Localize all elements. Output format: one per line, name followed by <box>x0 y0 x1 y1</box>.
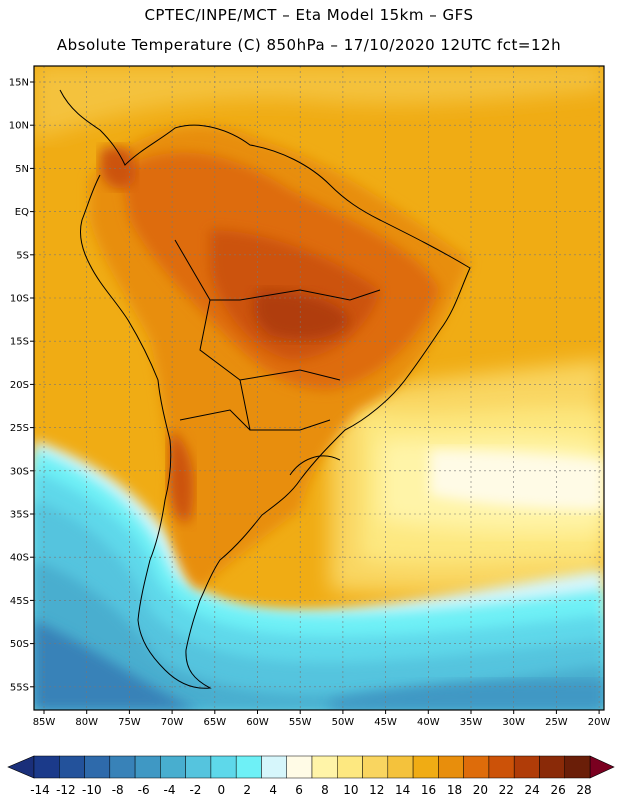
colorbar-labels: -14 -12 -10 -8 -6 -4 -2 0 2 4 6 8 10 12 14 16 18 20 22 24 26… <box>30 783 591 797</box>
colorbar-swatch <box>286 755 313 779</box>
colorbar-swatch <box>210 755 237 779</box>
lat-label: 35S <box>10 510 29 521</box>
lon-label: 40W <box>417 717 440 728</box>
coastlines <box>59 89 471 689</box>
colorbar-swatch <box>311 755 338 779</box>
lat-label: 45S <box>10 596 29 607</box>
lat-label: 55S <box>10 682 29 693</box>
colorbar-label: -10 <box>82 783 102 797</box>
colorbar-label: 16 <box>421 783 436 797</box>
lon-label: 80W <box>75 717 98 728</box>
colorbar-swatch <box>33 755 60 779</box>
longitude-axis: 85W 80W 75W 70W 65W 60W 55W 50W 45W 40W 35W 30W 25W 2… <box>33 710 611 728</box>
lon-label: 45W <box>374 717 397 728</box>
lon-label: 30W <box>502 717 525 728</box>
colorbar-label: -6 <box>138 783 150 797</box>
colorbar-swatch <box>564 755 591 779</box>
colorbar-swatch <box>387 755 414 779</box>
lon-label: 55W <box>289 717 312 728</box>
colorbar-label: 4 <box>269 783 277 797</box>
colorbar-swatch <box>235 755 262 779</box>
colorbar-swatch <box>84 755 111 779</box>
colorbar-label: 20 <box>473 783 488 797</box>
lat-label: 10S <box>10 294 29 305</box>
lon-label: 25W <box>545 717 568 728</box>
lon-label: 60W <box>246 717 269 728</box>
lon-label: 85W <box>33 717 56 728</box>
lat-label: 5N <box>15 164 29 175</box>
graticule <box>34 66 604 710</box>
colorbar-swatch <box>261 755 287 779</box>
colorbar-label: 28 <box>576 783 591 797</box>
colorbar-label: 2 <box>243 783 251 797</box>
lat-label: 15S <box>10 337 29 348</box>
lon-label: 75W <box>118 717 141 728</box>
lon-label: 65W <box>203 717 226 728</box>
colorbar-swatch <box>59 755 85 779</box>
lon-label: 70W <box>161 717 184 728</box>
colorbar-swatch <box>134 755 161 779</box>
colorbar-label: -12 <box>56 783 76 797</box>
colorbar-label: -2 <box>189 783 201 797</box>
colorbar-below-arrow <box>7 755 35 779</box>
colorbar-label: 6 <box>295 783 303 797</box>
colorbar-swatch <box>513 755 540 779</box>
colorbar-swatch <box>160 755 186 779</box>
colorbar-label: 8 <box>321 783 329 797</box>
lat-label: 50S <box>10 639 29 650</box>
colorbar-label: 0 <box>218 783 226 797</box>
colorbar-above-arrow <box>589 755 615 779</box>
colorbar-label: -8 <box>112 783 124 797</box>
colorbar-label: 26 <box>550 783 565 797</box>
colorbar-swatch <box>185 755 212 779</box>
colorbar-swatch <box>412 755 439 779</box>
lat-label: EQ <box>15 207 29 218</box>
lat-label: 30S <box>10 466 29 477</box>
colorbar-label: -4 <box>164 783 176 797</box>
map-title-line1: CPTEC/INPE/MCT – Eta Model 15km – GFS <box>144 6 474 24</box>
colorbar-swatch <box>539 755 565 779</box>
colorbar-label: 18 <box>447 783 462 797</box>
latitude-axis: 15N 10N 5N EQ 5S 10S 15S 20S 25S 30S 35S 40S 45S 50S 5… <box>9 78 34 693</box>
colorbar <box>7 755 615 779</box>
colorbar-swatch <box>438 755 464 779</box>
lat-label: 25S <box>10 423 29 434</box>
lat-label: 20S <box>10 380 29 391</box>
colorbar-label: 24 <box>525 783 540 797</box>
colorbar-swatch <box>337 755 363 779</box>
map-frame <box>33 65 605 711</box>
lat-label: 5S <box>16 250 29 261</box>
colorbar-label: -14 <box>30 783 50 797</box>
lon-label: 20W <box>588 717 611 728</box>
colorbar-swatch <box>488 755 515 779</box>
lon-label: 35W <box>460 717 483 728</box>
colorbar-swatch <box>109 755 136 779</box>
colorbar-swatch <box>362 755 389 779</box>
map-title-line2: Absolute Temperature (C) 850hPa – 17/10/… <box>56 36 562 54</box>
lat-label: 15N <box>9 78 29 89</box>
colorbar-label: 14 <box>395 783 410 797</box>
colorbar-label: 22 <box>499 783 514 797</box>
lat-label: 10N <box>9 121 29 132</box>
lon-label: 50W <box>332 717 355 728</box>
temperature-field <box>34 66 604 710</box>
lat-label: 40S <box>10 553 29 564</box>
colorbar-label: 10 <box>343 783 358 797</box>
colorbar-swatch <box>463 755 490 779</box>
colorbar-label: 12 <box>369 783 384 797</box>
